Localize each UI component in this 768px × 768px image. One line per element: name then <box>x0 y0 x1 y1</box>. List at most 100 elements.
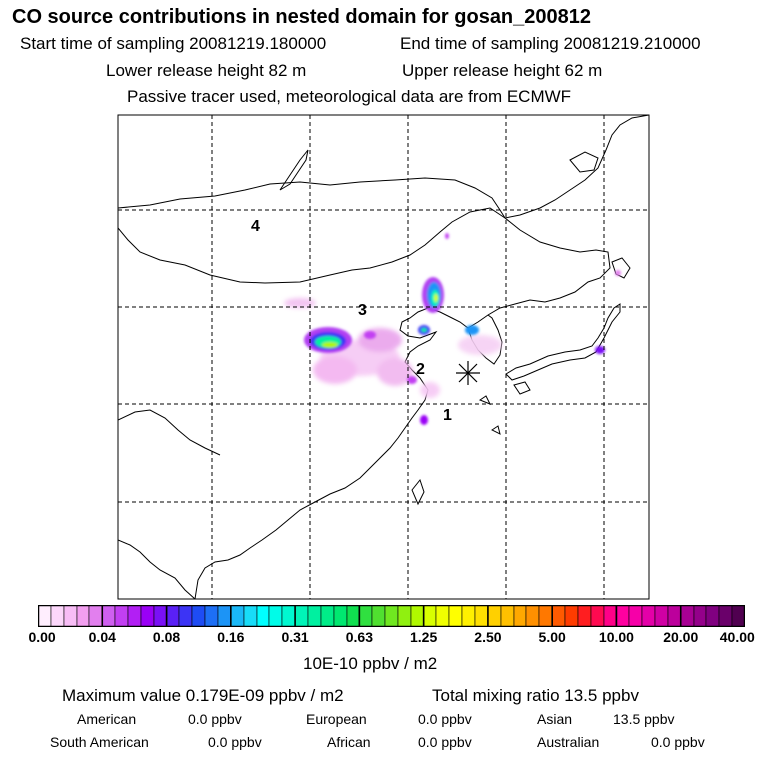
american-label: American <box>77 711 137 727</box>
colorbar-swatch <box>513 604 527 628</box>
colorbar-swatch <box>641 604 656 628</box>
colorbar-swatch <box>603 604 617 628</box>
asian-value: 13.5 ppbv <box>613 711 675 727</box>
colorbar-swatch <box>281 604 296 628</box>
australian-value: 0.0 ppbv <box>651 734 705 750</box>
colorbar-swatch <box>551 604 566 628</box>
region-label-4: 4 <box>251 218 260 235</box>
colorbar-swatch <box>140 604 155 628</box>
colorbar-swatch <box>153 604 168 628</box>
colorbar-tick-label: 10.00 <box>598 629 634 645</box>
south-american-value: 0.0 ppbv <box>208 734 262 750</box>
colorbar-swatch <box>461 604 476 628</box>
tracer-note: Passive tracer used, meteorological data… <box>127 87 572 106</box>
african-value: 0.0 ppbv <box>418 734 472 750</box>
colorbar-tick-label: 0.00 <box>28 629 56 645</box>
region-label-3: 3 <box>358 302 367 319</box>
colorbar-frame <box>37 604 746 628</box>
colorbar-swatch <box>705 604 720 628</box>
colorbar-swatch <box>487 604 502 628</box>
colorbar-swatch <box>76 604 90 628</box>
colorbar-swatch <box>628 604 643 628</box>
map-frame <box>117 114 650 600</box>
colorbar-swatch <box>333 604 348 628</box>
colorbar-tick-label: 40.00 <box>719 629 755 645</box>
colorbar-swatch <box>166 604 180 628</box>
end-time: End time of sampling 20081219.210000 <box>400 34 701 53</box>
colorbar-swatch <box>88 604 103 628</box>
colorbar-swatch <box>256 604 270 628</box>
colorbar-swatch <box>474 604 489 628</box>
colorbar-unit: 10E-10 ppbv / m2 <box>303 654 438 673</box>
colorbar-swatch <box>410 604 425 628</box>
coastlines <box>118 115 649 599</box>
colorbar-swatch <box>204 604 219 628</box>
colorbar-swatch <box>538 604 553 628</box>
european-label: European <box>306 711 367 727</box>
african-label: African <box>327 734 371 750</box>
start-time: Start time of sampling 20081219.180000 <box>20 34 327 53</box>
colorbar-swatch <box>577 604 592 628</box>
receptor-marker <box>456 361 480 385</box>
colorbar-swatch <box>346 604 360 628</box>
colorbar-swatch <box>564 604 579 628</box>
plot-title: CO source contributions in nested domain… <box>12 6 592 28</box>
colorbar-swatch <box>500 604 515 628</box>
colorbar-swatch <box>217 604 232 628</box>
upper-release-height: Upper release height 62 m <box>402 61 603 80</box>
region-label-1: 1 <box>443 407 452 424</box>
colorbar-swatch <box>435 604 450 628</box>
colorbar-swatch <box>307 604 322 628</box>
colorbar-swatch <box>590 604 605 628</box>
australian-label: Australian <box>537 734 600 750</box>
colorbar-swatch <box>731 604 746 628</box>
maximum-value: Maximum value 0.179E-09 ppbv / m2 <box>62 686 344 705</box>
colorbar-swatch <box>384 604 399 628</box>
colorbar-swatch <box>693 604 707 628</box>
colorbar-swatch <box>680 604 695 628</box>
colorbar <box>37 604 746 628</box>
colorbar-swatch <box>667 604 682 628</box>
colorbar-swatch <box>654 604 669 628</box>
colorbar-swatch <box>525 604 540 628</box>
colorbar-tick-label: 0.04 <box>88 629 116 645</box>
colorbar-tick-label: 0.31 <box>281 629 309 645</box>
colorbar-tick-label: 20.00 <box>663 629 699 645</box>
colorbar-swatch <box>101 604 116 628</box>
asian-label: Asian <box>537 711 573 727</box>
colorbar-swatch <box>423 604 437 628</box>
colorbar-tick-label: 1.25 <box>410 629 438 645</box>
colorbar-swatch <box>243 604 258 628</box>
colorbar-swatch <box>268 604 283 628</box>
map-panel: 1 2 3 4 <box>117 114 650 600</box>
colorbar-swatch <box>320 604 335 628</box>
colorbar-swatch <box>114 604 129 628</box>
colorbar-swatch <box>63 604 78 628</box>
colorbar-tick-label: 0.63 <box>345 629 373 645</box>
colorbar-tick-label: 0.16 <box>217 629 245 645</box>
colorbar-swatch <box>230 604 245 628</box>
lower-release-height: Lower release height 82 m <box>106 61 307 80</box>
colorbar-tick-label: 0.08 <box>152 629 181 645</box>
colorbar-swatch <box>397 604 412 628</box>
colorbar-swatch <box>448 604 463 628</box>
colorbar-tick-label: 5.00 <box>538 629 566 645</box>
american-value: 0.0 ppbv <box>188 711 242 727</box>
graticule <box>118 115 649 599</box>
colorbar-swatch <box>50 604 65 628</box>
colorbar-swatch <box>358 604 373 628</box>
region-label-2: 2 <box>416 361 425 378</box>
colorbar-swatch <box>718 604 733 628</box>
colorbar-swatch <box>178 604 193 628</box>
concentration-field <box>284 233 621 425</box>
colorbar-swatch <box>294 604 309 628</box>
colorbar-swatch <box>127 604 142 628</box>
south-american-label: South American <box>50 734 149 750</box>
colorbar-tick-label: 2.50 <box>474 629 502 645</box>
colorbar-svg <box>37 604 746 628</box>
european-value: 0.0 ppbv <box>418 711 472 727</box>
colorbar-swatch <box>191 604 206 628</box>
colorbar-swatch <box>37 604 52 628</box>
colorbar-swatch <box>371 604 386 628</box>
colorbar-swatch <box>615 604 630 628</box>
